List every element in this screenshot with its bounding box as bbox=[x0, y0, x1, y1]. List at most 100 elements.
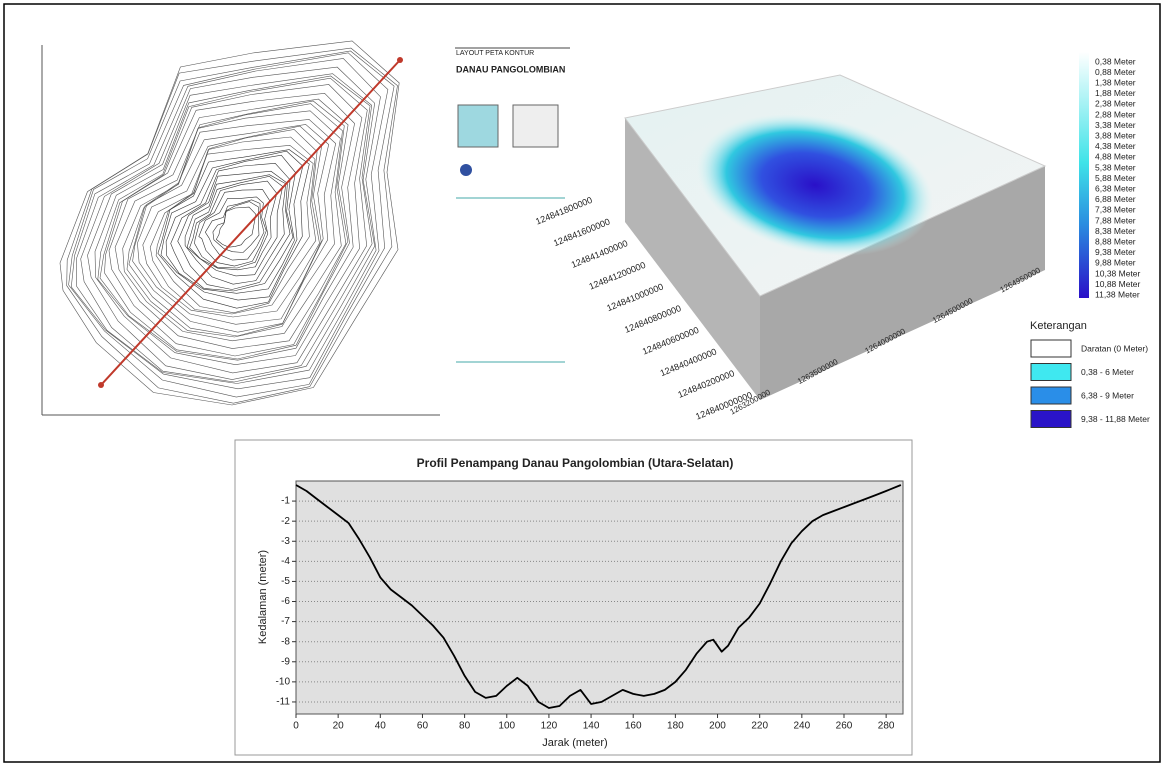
y-tick-label: -11 bbox=[276, 697, 290, 708]
x-tick-label: 200 bbox=[709, 721, 726, 732]
y-axis-label-3d: 124841400000 bbox=[570, 238, 629, 270]
layout-name: DANAU PANGOLOMBIAN bbox=[456, 64, 565, 74]
legend-label: 9,38 - 11,88 Meter bbox=[1081, 414, 1150, 424]
y-tick-label: -9 bbox=[281, 656, 290, 667]
legend-swatch bbox=[1031, 340, 1071, 357]
layout-title: LAYOUT PETA KONTUR bbox=[456, 50, 534, 57]
profile-end bbox=[397, 57, 403, 63]
contour bbox=[137, 126, 321, 324]
y-axis-label-3d: 124841800000 bbox=[534, 195, 593, 227]
depth-label: 4,88 Meter bbox=[1095, 152, 1136, 162]
depth-label: 1,88 Meter bbox=[1095, 88, 1136, 98]
y-tick-label: -3 bbox=[281, 536, 290, 547]
depth-scale: 0,38 Meter0,88 Meter1,38 Meter1,88 Meter… bbox=[1095, 56, 1141, 299]
x-axis-label: Jarak (meter) bbox=[542, 737, 607, 749]
depth-label: 7,88 Meter bbox=[1095, 215, 1136, 225]
depth-label: 9,38 Meter bbox=[1095, 247, 1136, 257]
y-tick-label: -2 bbox=[281, 516, 290, 527]
contour bbox=[69, 51, 395, 397]
contour bbox=[100, 85, 362, 361]
depth-label: 10,38 Meter bbox=[1095, 268, 1141, 278]
contour bbox=[67, 48, 398, 403]
x-tick-label: 220 bbox=[751, 721, 768, 732]
legend: Daratan (0 Meter) 0,38 - 6 Meter 6,38 - 9 … bbox=[1031, 340, 1150, 428]
y-axis-label-3d: 124841600000 bbox=[552, 216, 611, 248]
contour bbox=[213, 202, 259, 253]
contour bbox=[190, 181, 277, 270]
y-axis-label-3d: 124840600000 bbox=[641, 325, 700, 357]
legend-swatch bbox=[1031, 387, 1071, 404]
contour bbox=[216, 207, 256, 247]
x-tick-label: 180 bbox=[667, 721, 684, 732]
x-tick-label: 80 bbox=[459, 721, 471, 732]
contour bbox=[95, 76, 370, 373]
inset-map bbox=[513, 105, 558, 147]
depth-label: 6,38 Meter bbox=[1095, 183, 1136, 193]
depth-label: 1,38 Meter bbox=[1095, 77, 1136, 87]
x-tick-label: 240 bbox=[793, 721, 810, 732]
depth-label: 6,88 Meter bbox=[1095, 194, 1136, 204]
legend-swatch bbox=[1031, 411, 1071, 428]
logo bbox=[460, 164, 472, 176]
depth-label: 3,38 Meter bbox=[1095, 120, 1136, 130]
contour bbox=[171, 163, 293, 291]
y-tick-label: -6 bbox=[281, 596, 290, 607]
x-tick-label: 260 bbox=[836, 721, 853, 732]
contour bbox=[115, 101, 346, 349]
y-tick-label: -8 bbox=[281, 636, 290, 647]
y-axis-label-3d: 124840800000 bbox=[623, 303, 682, 335]
x-tick-label: 160 bbox=[625, 721, 642, 732]
x-tick-label: 20 bbox=[333, 721, 345, 732]
legend-swatch bbox=[1031, 364, 1071, 381]
x-tick-label: 280 bbox=[878, 721, 895, 732]
profile-line bbox=[101, 60, 400, 385]
depth-label: 7,38 Meter bbox=[1095, 205, 1136, 215]
legend-label: 6,38 - 9 Meter bbox=[1081, 390, 1134, 400]
contour-map bbox=[42, 41, 440, 415]
legend-label: Daratan (0 Meter) bbox=[1081, 343, 1148, 353]
x-tick-label: 60 bbox=[417, 721, 429, 732]
plot-area bbox=[296, 481, 903, 714]
profile-end bbox=[98, 382, 104, 388]
y-axis-label-3d: 124841000000 bbox=[605, 281, 664, 313]
x-tick-label: 0 bbox=[293, 721, 299, 732]
depth-label: 3,88 Meter bbox=[1095, 130, 1136, 140]
depth-label: 8,38 Meter bbox=[1095, 226, 1136, 236]
depth-label: 2,38 Meter bbox=[1095, 99, 1136, 109]
depth-label: 8,88 Meter bbox=[1095, 236, 1136, 246]
depth-label: 2,88 Meter bbox=[1095, 109, 1136, 119]
chart-title: Profil Penampang Danau Pangolombian (Uta… bbox=[417, 456, 734, 470]
y-tick-label: -1 bbox=[281, 496, 290, 507]
y-axis-label-3d: 124840200000 bbox=[676, 368, 735, 400]
depth-label: 10,88 Meter bbox=[1095, 279, 1141, 289]
y-axis-label-3d: 124840400000 bbox=[659, 346, 718, 378]
contour bbox=[71, 53, 388, 389]
y-tick-label: -5 bbox=[281, 576, 290, 587]
figure: LAYOUT PETA KONTUR DANAU PANGOLOMBIAN 12… bbox=[0, 0, 1164, 767]
contour bbox=[150, 137, 316, 314]
contour bbox=[195, 190, 270, 268]
y-tick-label: -10 bbox=[276, 677, 291, 688]
x-tick-label: 140 bbox=[583, 721, 600, 732]
legend-label: 0,38 - 6 Meter bbox=[1081, 367, 1134, 377]
y-tick-label: -4 bbox=[281, 556, 290, 567]
x-tick-label: 40 bbox=[375, 721, 387, 732]
depth-label: 0,88 Meter bbox=[1095, 67, 1136, 77]
x-tick-label: 120 bbox=[541, 721, 558, 732]
contour bbox=[166, 155, 295, 293]
depth-label: 5,38 Meter bbox=[1095, 162, 1136, 172]
y-axis-label: Kedalaman (meter) bbox=[257, 550, 269, 644]
legend-title: Keterangan bbox=[1030, 320, 1087, 332]
y-axis-label-3d: 124841200000 bbox=[588, 260, 647, 292]
depth-label: 11,38 Meter bbox=[1095, 289, 1140, 299]
depth-label: 5,88 Meter bbox=[1095, 173, 1136, 183]
contour bbox=[129, 119, 336, 336]
y-tick-label: -7 bbox=[281, 616, 290, 627]
inset-map bbox=[458, 105, 498, 147]
contour bbox=[156, 145, 313, 312]
depth-label: 9,88 Meter bbox=[1095, 258, 1136, 268]
x-tick-label: 100 bbox=[498, 721, 515, 732]
depth-label: 0,38 Meter bbox=[1095, 56, 1136, 66]
depth-label: 4,38 Meter bbox=[1095, 141, 1136, 151]
depth-colorbar bbox=[1079, 52, 1089, 298]
